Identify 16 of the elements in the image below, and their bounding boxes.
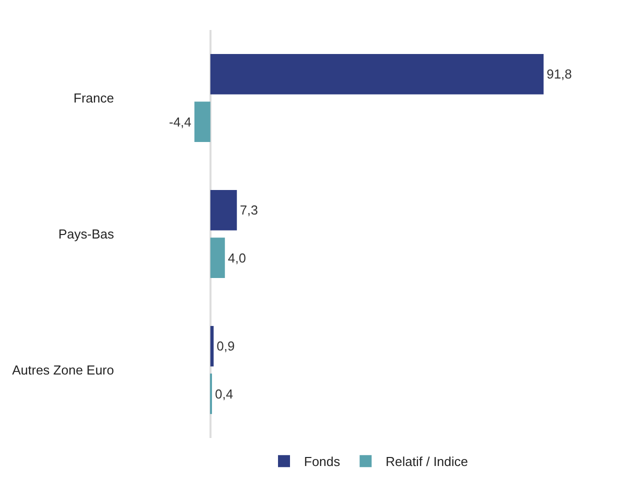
bar [210,326,214,366]
data-label: 0,4 [215,386,234,402]
legend-label: Fonds [304,454,341,470]
y-tick-label: Autres Zone Euro [12,362,114,378]
legend-label: Relatif / Indice [386,454,468,470]
data-label: 0,9 [216,338,235,354]
bar [210,238,225,278]
y-tick-label: Pays-Bas [58,226,114,242]
bar [210,54,544,94]
data-label: 4,0 [228,250,246,266]
data-label: -4,4 [168,114,192,130]
data-label: 7,3 [240,202,258,218]
bar [194,102,210,142]
y-tick-label: France [74,90,114,106]
bar [210,190,237,230]
data-label: 91,8 [546,66,572,82]
